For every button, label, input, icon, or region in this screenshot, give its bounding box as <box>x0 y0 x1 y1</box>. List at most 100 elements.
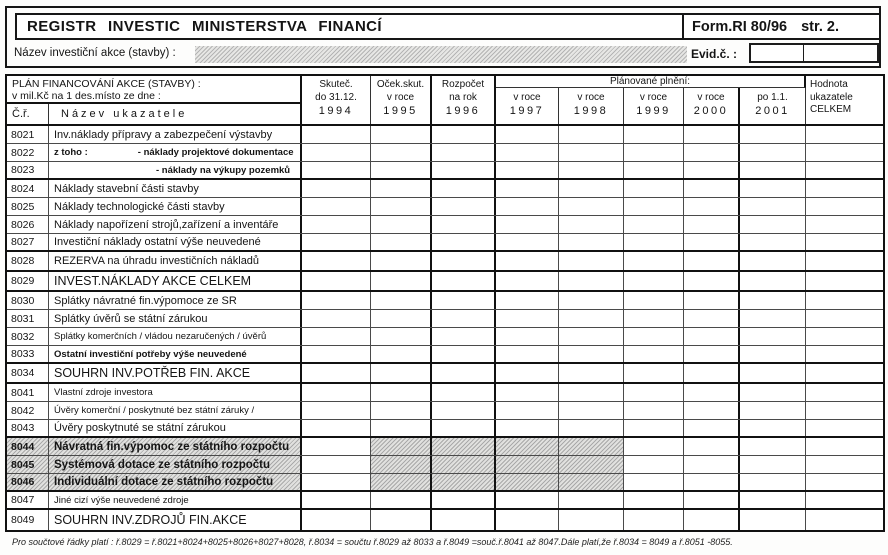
col-header-2000: v roce 2000 <box>684 88 740 124</box>
data-cell <box>371 310 432 327</box>
data-cell <box>740 272 806 290</box>
col-header-total: Hodnota ukazatele CELKEM <box>810 79 853 115</box>
data-cell <box>559 456 624 473</box>
data-cell <box>559 180 624 197</box>
data-cell <box>496 456 559 473</box>
evid-number-boxes <box>749 43 879 63</box>
table-row: 8042 Úvěry komerční / poskytnuté bez stát… <box>7 402 883 420</box>
row-label-text: Vlastní zdroje investora <box>54 387 153 398</box>
data-cell <box>559 510 624 530</box>
data-cell <box>496 126 559 143</box>
data-cell <box>624 474 684 490</box>
table-row: 8022 z toho : - náklady projektové dokumen… <box>7 144 883 162</box>
data-cell <box>806 456 883 473</box>
data-cell <box>432 144 496 161</box>
row-number: 8025 <box>7 198 49 215</box>
data-cell <box>559 126 624 143</box>
data-cell <box>806 144 883 161</box>
data-cell <box>432 310 496 327</box>
row-number: 8026 <box>7 216 49 233</box>
evid-box-2 <box>804 45 877 61</box>
table-row: 8041 Vlastní zdroje investora <box>7 384 883 402</box>
data-cell <box>684 198 740 215</box>
data-cell <box>559 364 624 382</box>
row-label: SOUHRN INV.POTŘEB FIN. AKCE <box>49 364 302 382</box>
data-cell <box>432 272 496 290</box>
data-cell <box>371 492 432 508</box>
title-box: REGISTR INVESTIC MINISTERSTVA FINANCÍ Fo… <box>15 13 881 40</box>
data-cell <box>432 328 496 345</box>
data-cell <box>684 144 740 161</box>
row-number: 8021 <box>7 126 49 143</box>
data-cell <box>302 438 371 455</box>
col-header-1995: Oček.skut. v roce 1995 <box>371 76 432 124</box>
row-label: REZERVA na úhradu investičních nákladů <box>49 252 302 270</box>
project-name-field <box>195 46 687 63</box>
row-label-prefix: z toho : <box>54 147 88 158</box>
data-cell <box>432 384 496 401</box>
row-label-text: Splátky komerčních / vládou nezaručených… <box>54 331 267 342</box>
data-cell <box>740 162 806 178</box>
row-label: Splátky komerčních / vládou nezaručených… <box>49 328 302 345</box>
plan-title-line2: v mil.Kč na 1 des.místo ze dne : <box>12 90 161 102</box>
project-name-label: Název investiční akce (stavby) : <box>14 47 176 59</box>
data-cell <box>806 234 883 250</box>
form-code-cell: Form.RI 80/96 str. 2. <box>682 15 879 38</box>
data-cell <box>559 234 624 250</box>
data-cell <box>684 402 740 419</box>
data-cell <box>302 162 371 178</box>
row-number: 8027 <box>7 234 49 250</box>
data-cell <box>496 310 559 327</box>
plan-title-line1: PLÁN FINANCOVÁNÍ AKCE (STAVBY) : <box>12 78 201 90</box>
data-cell <box>684 328 740 345</box>
data-cell <box>684 126 740 143</box>
row-number: 8049 <box>7 510 49 530</box>
data-cell <box>371 162 432 178</box>
form-code: Form.RI 80/96 <box>692 18 788 35</box>
data-cell <box>371 510 432 530</box>
data-cell <box>559 162 624 178</box>
row-label-text: Ostatní investiční potřeby výše neuveden… <box>54 348 247 360</box>
data-cell <box>559 272 624 290</box>
data-cell <box>740 510 806 530</box>
row-label: Individuální dotace ze státního rozpočtu <box>49 474 302 490</box>
data-cell <box>624 180 684 197</box>
data-cell <box>432 438 496 455</box>
col-header-1999: v roce 1999 <box>624 88 684 124</box>
row-label-text: Náklady napořízení strojů,zařízení a inv… <box>54 218 279 231</box>
data-cell <box>624 216 684 233</box>
row-number: 8042 <box>7 402 49 419</box>
data-cell <box>432 474 496 490</box>
data-cell <box>684 310 740 327</box>
row-label: Náklady napořízení strojů,zařízení a inv… <box>49 216 302 233</box>
table-row: 8043 Úvěry poskytnuté se státní zárukou <box>7 420 883 438</box>
data-cell <box>740 126 806 143</box>
table-row: 8034 SOUHRN INV.POTŘEB FIN. AKCE <box>7 364 883 384</box>
data-cell <box>371 198 432 215</box>
data-cell <box>806 402 883 419</box>
data-cell <box>302 310 371 327</box>
data-cell <box>624 364 684 382</box>
row-label-text: Systémová dotace ze státního rozpočtu <box>54 458 270 471</box>
data-cell <box>371 402 432 419</box>
data-cell <box>559 384 624 401</box>
data-cell <box>302 402 371 419</box>
row-label-text: - náklady na výkupy pozemků <box>156 164 291 176</box>
table-row: 8028 REZERVA na úhradu investičních nákla… <box>7 252 883 272</box>
form-header-section: REGISTR INVESTIC MINISTERSTVA FINANCÍ Fo… <box>5 6 881 68</box>
data-cell <box>302 384 371 401</box>
data-cell <box>302 492 371 508</box>
data-cell <box>806 310 883 327</box>
data-cell <box>302 456 371 473</box>
data-cell <box>806 346 883 362</box>
data-cell <box>302 420 371 436</box>
row-label: INVEST.NÁKLADY AKCE CELKEM <box>49 272 302 290</box>
table-row: 8021 Inv.náklady přípravy a zabezpečení v… <box>7 126 883 144</box>
data-cell <box>684 438 740 455</box>
table-row: 8049 SOUHRN INV.ZDROJŮ FIN.AKCE <box>7 510 883 530</box>
data-cell <box>806 328 883 345</box>
evid-box-1 <box>751 45 804 61</box>
row-number: 8047 <box>7 492 49 508</box>
data-cell <box>806 384 883 401</box>
data-cell <box>684 346 740 362</box>
